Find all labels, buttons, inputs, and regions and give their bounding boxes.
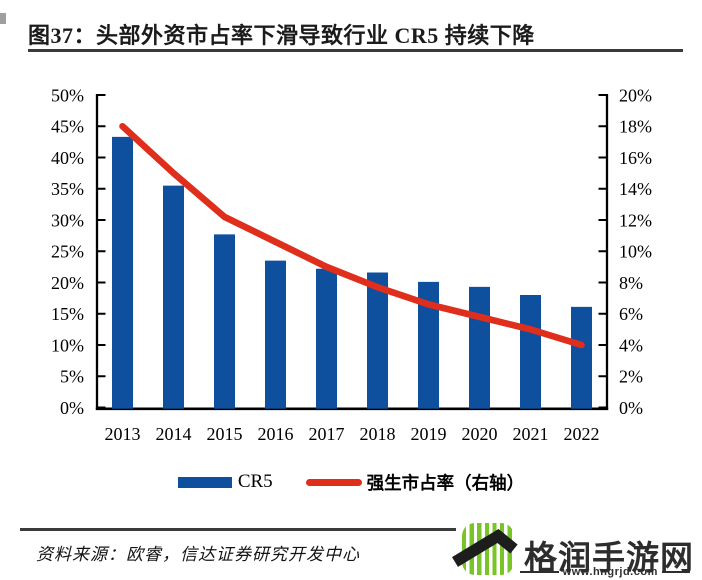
right-axis-label: 2%: [619, 367, 643, 387]
url-right-line: [661, 571, 690, 573]
trend-line: [119, 122, 585, 349]
brand-watermark: 格润手游网 www.hngrjd.com: [448, 518, 702, 580]
right-axis-label: 14%: [619, 179, 652, 199]
right-axis-label: 10%: [619, 242, 652, 262]
bar: [469, 286, 490, 409]
year-label: 2021: [513, 424, 549, 444]
chart-canvas: 0% 5% 10% 15% 20% 25% 30% 35% 40% 45% 50% 0% 2% 4% 6% 8…: [51, 85, 652, 444]
year-label: 2016: [258, 424, 294, 444]
right-axis-label: 8%: [619, 273, 643, 293]
year-label: 2015: [207, 424, 243, 444]
left-axis-label: 5%: [60, 367, 84, 387]
brand-url: www.hngrjd.com: [562, 566, 658, 578]
bar: [520, 295, 541, 409]
bar: [418, 281, 439, 409]
year-label: 2013: [105, 424, 141, 444]
footer-divider: [20, 528, 456, 531]
year-label: 2022: [564, 424, 600, 444]
bar: [367, 272, 388, 409]
left-axis-label: 10%: [51, 335, 84, 355]
url-left-line: [520, 571, 559, 573]
legend-label-cr5: CR5: [237, 471, 273, 492]
legend-label-jnj-share: 强生市占率（右轴）: [366, 472, 525, 493]
left-axis-label: 15%: [51, 304, 84, 324]
year-label: 2014: [156, 424, 192, 444]
bar: [214, 234, 235, 409]
right-axis-label: 0%: [619, 398, 643, 418]
right-axis-label: 12%: [619, 210, 652, 230]
bar: [163, 185, 184, 409]
bar: [265, 260, 286, 409]
right-axis-label: 18%: [619, 117, 652, 137]
year-label: 2017: [309, 424, 345, 444]
year-label: 2018: [360, 424, 396, 444]
left-axis-label: 0%: [60, 398, 84, 418]
source-note: 资料来源：欧睿，信达证券研究开发中心: [36, 545, 360, 564]
right-axis-label: 6%: [619, 304, 643, 324]
legend-bar-swatch: [177, 476, 232, 488]
year-label: 2020: [462, 424, 498, 444]
left-axis-label: 45%: [51, 117, 84, 137]
chart-legend: CR5 强生市占率（右轴）: [0, 469, 702, 495]
year-label: 2019: [411, 424, 447, 444]
page-edge-mark: [0, 13, 6, 24]
bar: [571, 306, 592, 409]
left-axis-label: 20%: [51, 273, 84, 293]
figure-title: 图37：头部外资市占率下滑导致行业 CR5 持续下降: [28, 23, 535, 48]
title-divider: [28, 49, 683, 52]
bar: [112, 136, 133, 409]
left-axis-label: 40%: [51, 148, 84, 168]
brand-url-row: www.hngrjd.com: [520, 566, 690, 578]
bar: [316, 268, 337, 409]
right-axis-label: 4%: [619, 335, 643, 355]
left-axis-label: 25%: [51, 242, 84, 262]
logo-arrow-icon: [452, 528, 518, 567]
legend-line-swatch: [305, 478, 362, 486]
brand-name: 格润手游网: [524, 539, 694, 576]
left-axis-label: 50%: [51, 85, 84, 105]
left-axis-label: 30%: [51, 210, 84, 230]
right-axis-label: 16%: [619, 148, 652, 168]
left-axis-label: 35%: [51, 179, 84, 199]
right-axis-label: 20%: [619, 85, 652, 105]
